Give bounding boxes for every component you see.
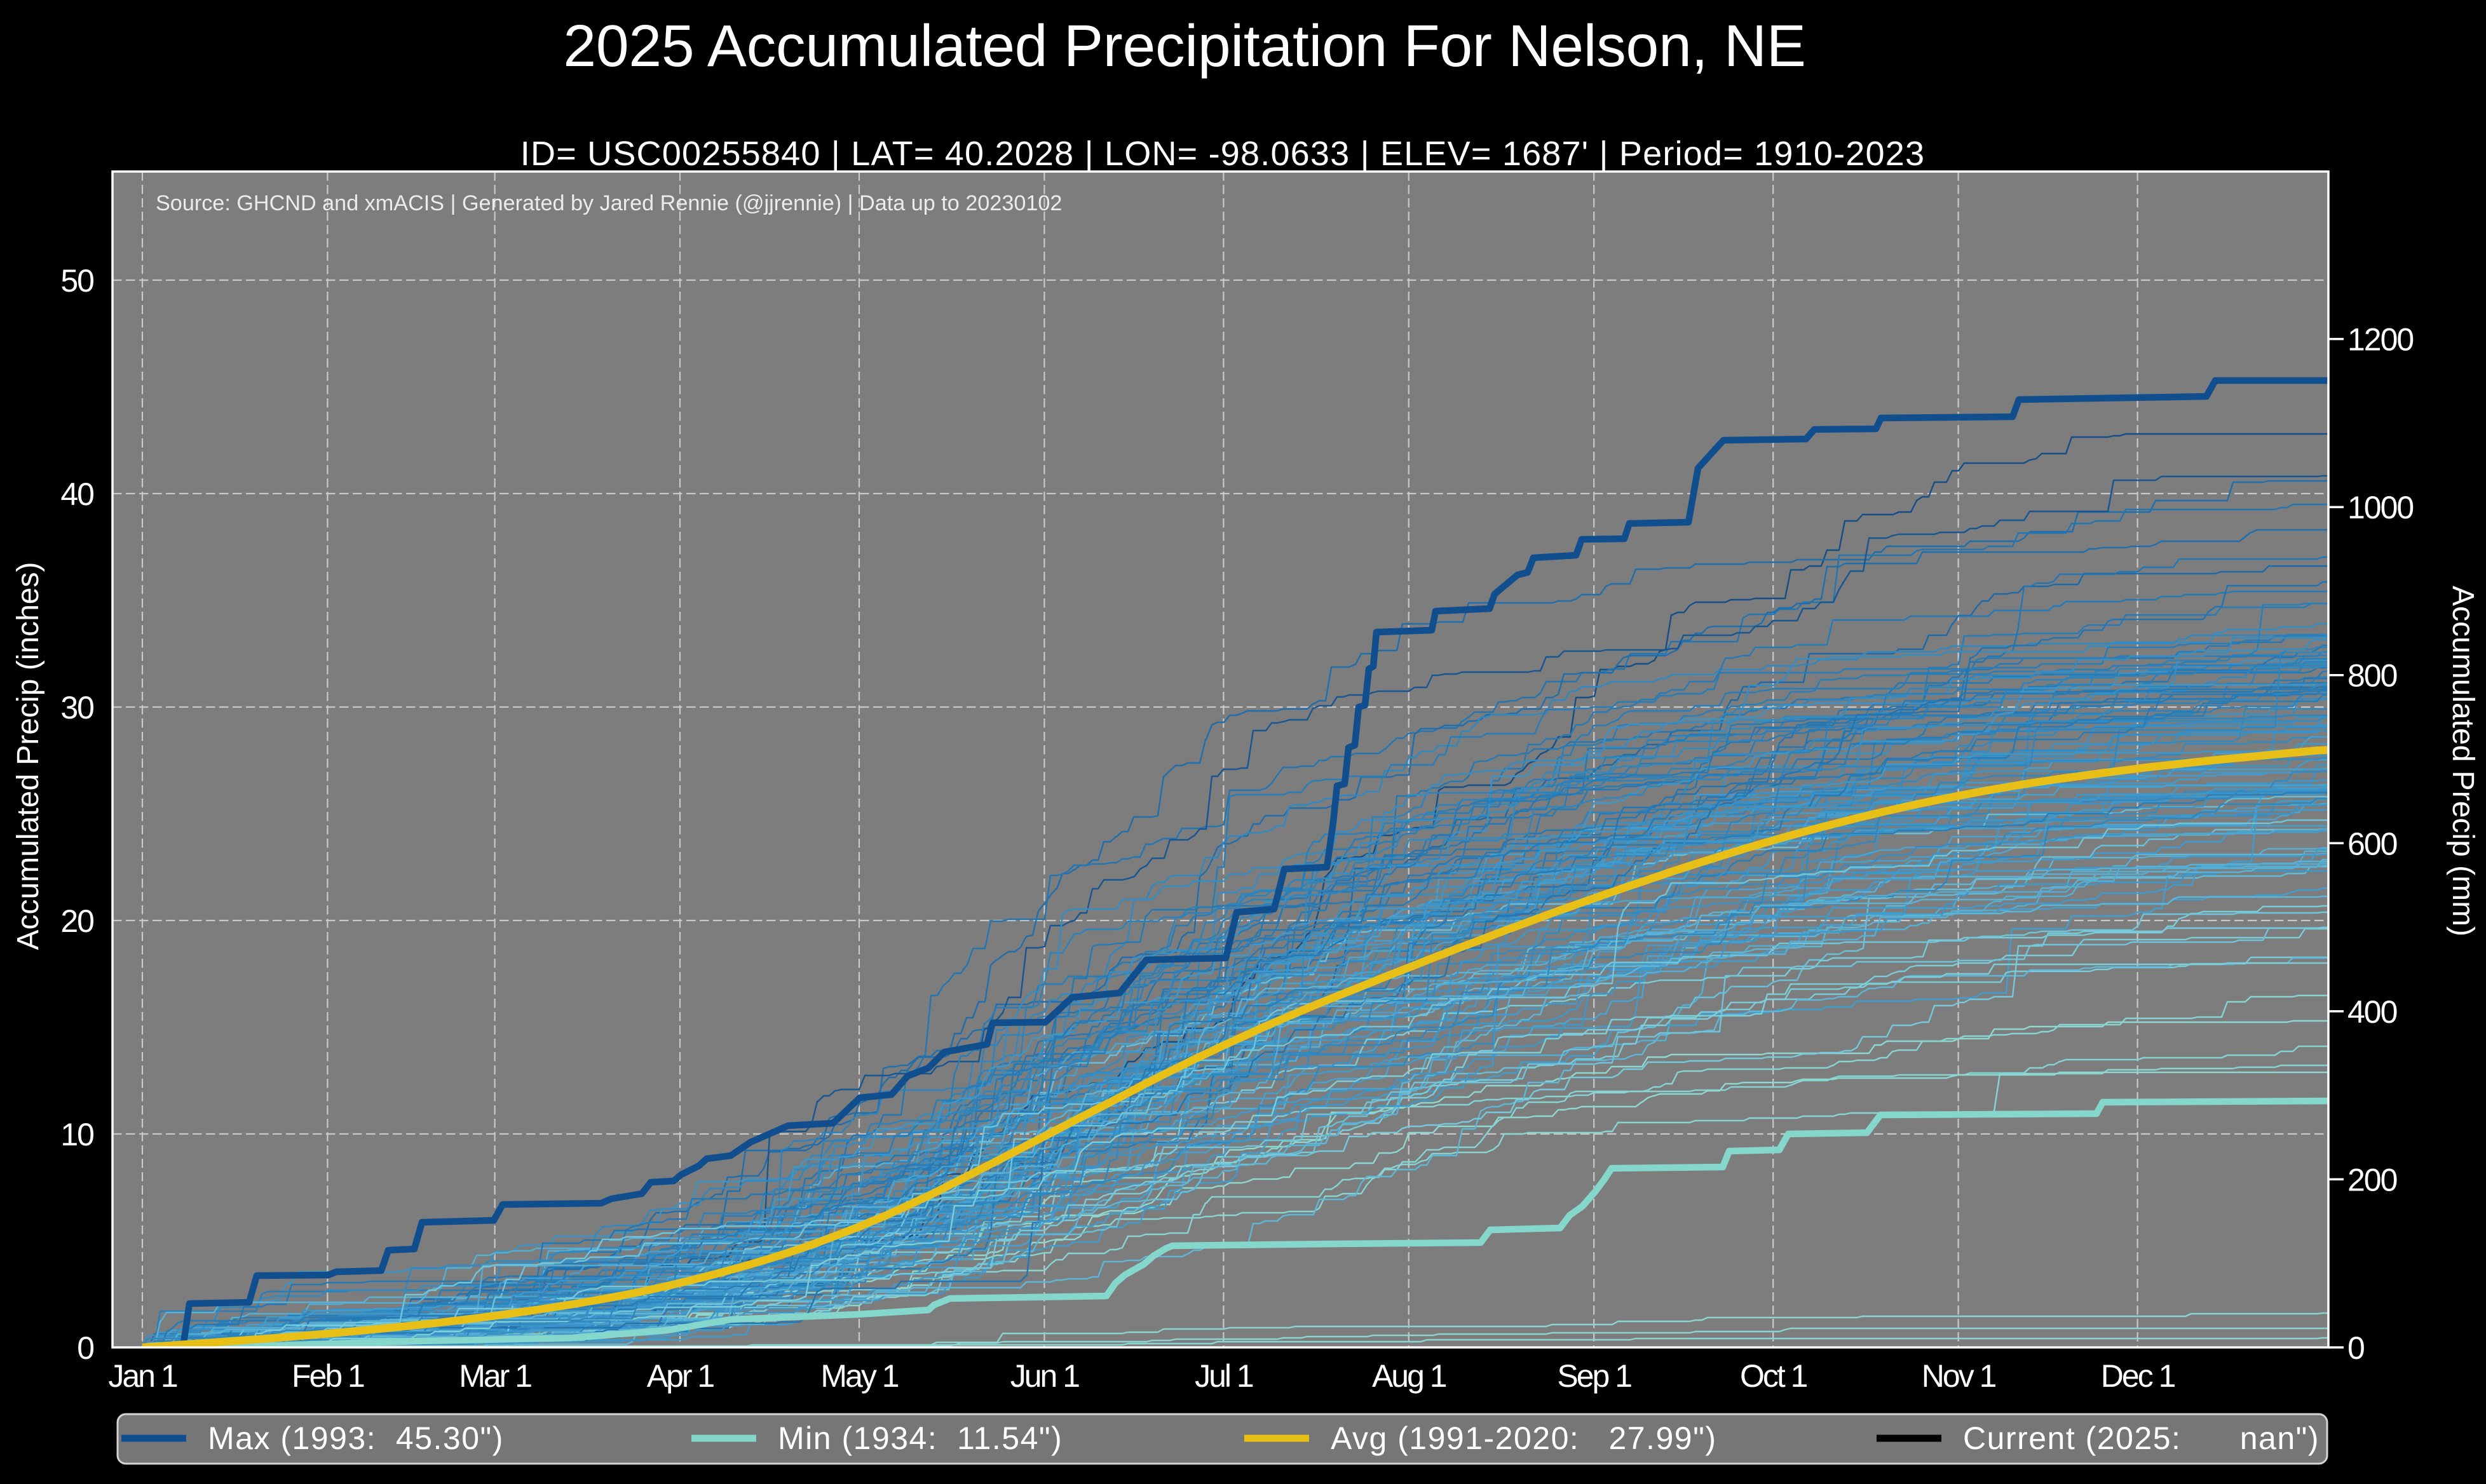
svg-text:1200: 1200 <box>2347 322 2413 358</box>
svg-text:Min (1934: 11.54"): Min (1934: 11.54") <box>778 1420 1063 1456</box>
svg-text:Apr 1: Apr 1 <box>647 1358 714 1394</box>
svg-text:10: 10 <box>60 1117 93 1152</box>
svg-text:Dec 1: Dec 1 <box>2101 1358 2175 1394</box>
svg-text:ID= USC00255840 | LAT= 40.2028: ID= USC00255840 | LAT= 40.2028 | LON= -9… <box>520 135 1925 173</box>
svg-text:20: 20 <box>60 903 93 939</box>
svg-text:40: 40 <box>60 476 93 512</box>
svg-text:30: 30 <box>60 690 93 725</box>
svg-text:0: 0 <box>77 1330 93 1366</box>
svg-text:Max (1993: 45.30"): Max (1993: 45.30") <box>208 1420 504 1456</box>
svg-text:Sep 1: Sep 1 <box>1557 1358 1631 1394</box>
svg-text:Current (2025: nan"): Current (2025: nan") <box>1963 1420 2320 1456</box>
svg-text:Mar 1: Mar 1 <box>459 1358 531 1394</box>
svg-text:Jan 1: Jan 1 <box>108 1358 177 1394</box>
svg-text:May 1: May 1 <box>820 1358 898 1394</box>
svg-text:Oct 1: Oct 1 <box>1740 1358 1807 1394</box>
svg-text:Avg (1991-2020: 27.99"): Avg (1991-2020: 27.99") <box>1331 1420 1717 1456</box>
svg-text:1000: 1000 <box>2347 490 2413 525</box>
svg-text:400: 400 <box>2347 994 2397 1030</box>
svg-text:50: 50 <box>60 263 93 299</box>
svg-text:Nov 1: Nov 1 <box>1922 1358 1996 1394</box>
svg-text:200: 200 <box>2347 1162 2397 1197</box>
svg-text:Source: GHCND and xmACIS | Gen: Source: GHCND and xmACIS | Generated by … <box>156 191 1062 215</box>
svg-text:Feb 1: Feb 1 <box>292 1358 364 1394</box>
svg-text:800: 800 <box>2347 658 2397 694</box>
svg-text:Jul 1: Jul 1 <box>1195 1358 1253 1394</box>
svg-text:Jun 1: Jun 1 <box>1010 1358 1080 1394</box>
svg-text:600: 600 <box>2347 826 2397 861</box>
svg-text:Aug 1: Aug 1 <box>1372 1358 1446 1394</box>
svg-text:0: 0 <box>2347 1330 2364 1366</box>
svg-text:Accumulated Precip (mm): Accumulated Precip (mm) <box>2446 586 2480 936</box>
svg-text:Accumulated Precip (inches): Accumulated Precip (inches) <box>11 562 45 950</box>
svg-text:2025 Accumulated Precipitation: 2025 Accumulated Precipitation For Nelso… <box>563 13 1805 79</box>
